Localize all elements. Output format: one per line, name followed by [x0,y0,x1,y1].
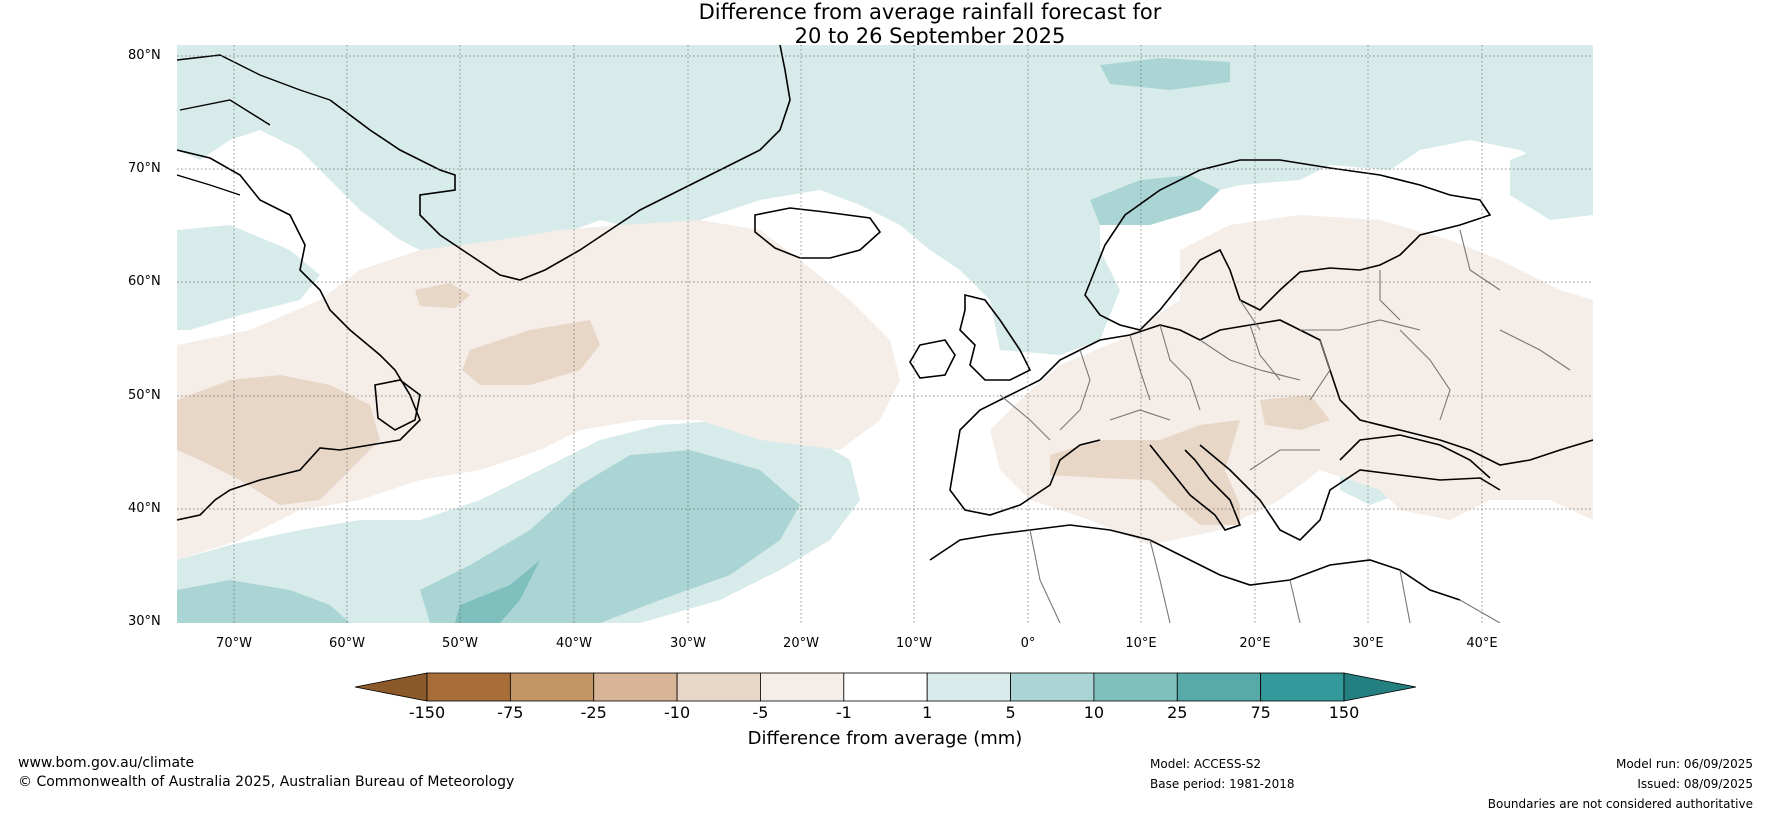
lon-label-30e: 30°E [1352,636,1384,651]
lon-label-30w: 30°W [670,636,706,651]
lon-label-60w: 60°W [329,636,365,651]
colorbar-segment [843,672,928,702]
colorbar-segment [1260,672,1345,702]
colorbar-segment [1176,672,1262,702]
dry-region-labrador-sea [415,283,470,308]
title-line-2: 20 to 26 September 2025 [794,24,1066,48]
colorbar-segment [926,672,1011,702]
wet-region-atlantic-core [420,450,800,623]
lon-label-40w: 40°W [556,636,592,651]
colorbar-extend-low [354,672,428,702]
colorbar-tick-label: -10 [664,703,691,722]
coastline-iberia [949,379,1101,516]
footer-url[interactable]: www.bom.gov.au/climate [18,755,195,771]
colorbar-segment [593,672,678,702]
coastline-black-sea [1339,434,1491,479]
colorbar-segment [509,672,595,702]
rainfall-anomaly-fields [177,45,1593,623]
colorbar-tick-label: -5 [752,703,769,722]
wet-region-urals [1510,135,1593,220]
lon-label-20w: 20°W [783,636,819,651]
lat-label-70n: 70°N [128,161,161,176]
colorbar-title: Difference from average (mm) [747,728,1023,749]
wet-region-arctic [177,45,1593,355]
colorbar-tick-label: -1 [835,703,852,722]
colorbar [354,672,1417,702]
map-title: Difference from average rainfall forecas… [0,0,1770,48]
colorbar-segment [676,672,761,702]
lat-label-80n: 80°N [128,48,161,63]
lat-label-30n: 30°N [128,614,161,629]
graticule [177,45,1593,623]
coastline-north-africa [929,524,1461,601]
colorbar-tick-label: -25 [580,703,607,722]
lon-label-40e: 40°E [1466,636,1498,651]
coastline-great-britain [959,293,1032,381]
colorbar-tick-label: -150 [408,703,446,722]
coastline-iceland [754,207,882,259]
footer-copyright: © Commonwealth of Australia 2025, Austra… [18,774,515,790]
dry-region-russia-west [1260,395,1330,430]
coastline-ireland [909,339,956,379]
colorbar-tick-label: 5 [1005,703,1016,722]
coastline-newfoundland [374,379,421,431]
footer-model-run: Model run: 06/09/2025 [1615,757,1753,771]
coastline-italy [1149,444,1242,531]
lon-label-10w: 10°W [896,636,932,651]
colorbar-tick-label: 150 [1328,703,1360,722]
colorbar-tick-label: 10 [1083,703,1105,722]
coastline-balkans [1199,444,1501,541]
colorbar-tick-label: 25 [1167,703,1188,722]
wet-region-atlantic-deep [455,560,540,623]
lon-label-0: 0° [1020,636,1036,651]
wet-region-barents [1400,115,1490,140]
footer-model: Model: ACCESS-S2 [1150,757,1262,771]
footer-base-period: Base period: 1981-2018 [1150,777,1295,791]
wet-region-svalbard [1100,58,1230,90]
coastline-scandinavia [1084,159,1492,331]
colorbar-segment [1093,672,1178,702]
footer-disclaimer: Boundaries are not considered authoritat… [1487,797,1753,811]
lon-label-10e: 10°E [1125,636,1157,651]
dry-region-north-atlantic [177,220,900,560]
coastline-greenland [329,45,791,281]
wet-region-newfoundland [177,225,320,330]
dry-region-canada [177,375,380,505]
colorbar-segment [1010,672,1095,702]
colorbar-tick-label: 75 [1250,703,1271,722]
coastline-arctic-islands [177,54,331,196]
dry-region-mediterranean [1050,420,1240,525]
colorbar-tick-label: -75 [497,703,524,722]
title-line-1: Difference from average rainfall forecas… [698,0,1162,24]
footer-issued: Issued: 08/09/2025 [1637,777,1753,791]
lon-label-20e: 20°E [1239,636,1271,651]
colorbar-tick-label: 1 [922,703,933,722]
wet-region-caribbean-edge [177,580,350,623]
national-borders [999,229,1571,623]
lon-label-70w: 70°W [216,636,252,651]
lon-label-50w: 50°W [442,636,478,651]
wet-region-norway-coast [1090,175,1220,225]
colorbar-extend-high [1343,672,1417,702]
colorbar-segment [426,672,511,702]
coastline-north-america [177,149,421,521]
lat-label-60n: 60°N [128,274,161,289]
colorbar-segment [760,672,845,702]
dry-region-mid-atlantic [462,320,600,385]
lat-label-40n: 40°N [128,501,161,516]
lat-label-50n: 50°N [128,388,161,403]
